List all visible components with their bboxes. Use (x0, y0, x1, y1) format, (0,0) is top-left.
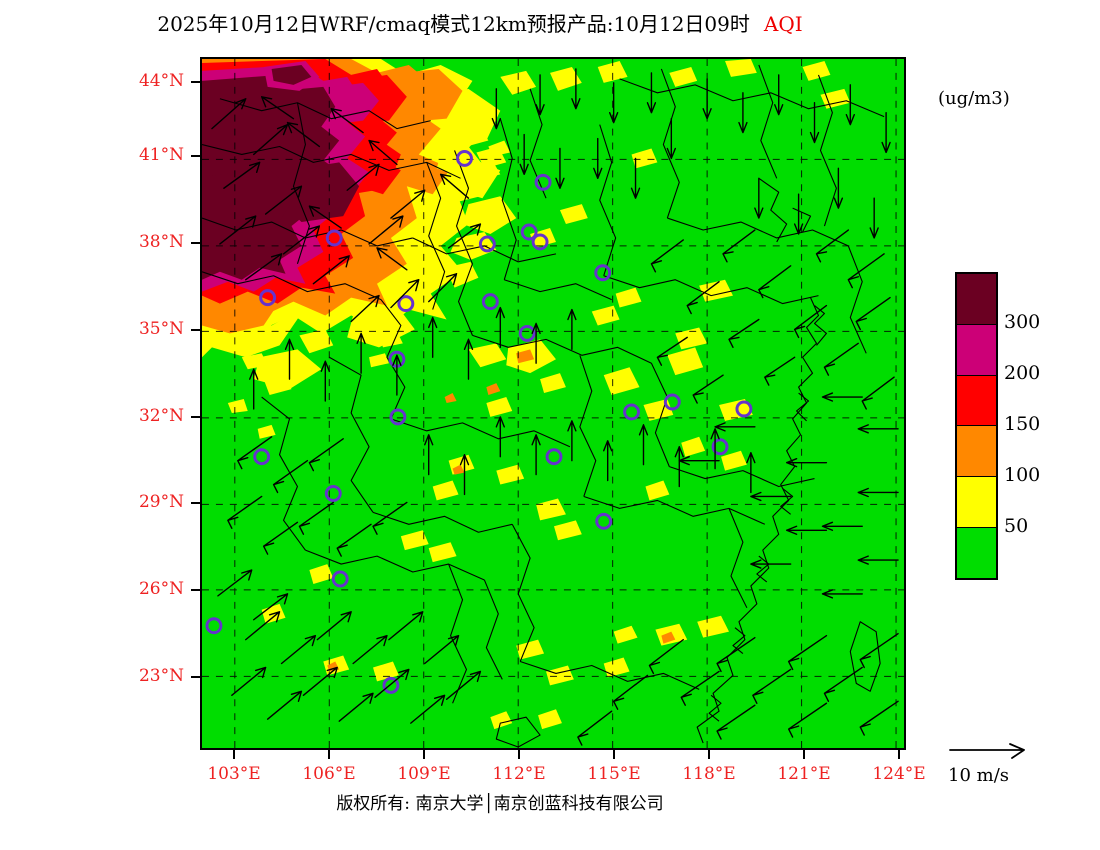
colorbar-band-good (957, 527, 996, 578)
x-axis-label-4: 115°E (587, 764, 641, 784)
title-text: 2025年10月12日WRF/cmaq模式12km预报产品:10月12日09时 (157, 12, 750, 36)
x-axis-label-1: 106°E (302, 764, 356, 784)
colorbar-tick-150: 150 (1004, 413, 1041, 435)
colorbar-band-moderate-high (957, 425, 996, 477)
y-axis-label-5: 29°N (138, 492, 184, 512)
y-tick-29 (191, 502, 200, 504)
x-axis-label-3: 112°E (492, 764, 546, 784)
x-axis-label-2: 109°E (397, 764, 451, 784)
y-tick-26 (191, 589, 200, 591)
y-axis-label-6: 26°N (138, 579, 184, 599)
colorbar-band-poor (957, 374, 996, 426)
x-tick-109 (423, 750, 425, 759)
y-tick-44 (191, 81, 200, 83)
map-plot-area[interactable] (200, 57, 906, 750)
wind-arrow-icon (949, 743, 1025, 759)
y-axis-label-1: 41°N (138, 145, 184, 165)
x-tick-118 (708, 750, 710, 759)
x-tick-121 (803, 750, 805, 759)
colorbar-tick-300: 300 (1004, 311, 1041, 333)
x-axis-label-6: 121°E (777, 764, 831, 784)
x-axis-label-0: 103°E (207, 764, 261, 784)
colorbar-tick-100: 100 (1004, 464, 1041, 486)
x-tick-115 (613, 750, 615, 759)
y-axis-label-4: 32°N (138, 406, 184, 426)
wind-scale-label: 10 m/s (948, 765, 1009, 786)
y-axis-label-0: 44°N (138, 71, 184, 91)
y-axis-label-7: 23°N (138, 666, 184, 686)
y-tick-32 (191, 416, 200, 418)
colorbar-unit-label: (ug/m3) (938, 88, 1010, 109)
y-tick-23 (191, 676, 200, 678)
x-axis-label-7: 124°E (872, 764, 926, 784)
aqi-heatmap-canvas (202, 59, 904, 748)
colorbar-tick-50: 50 (1004, 515, 1029, 537)
page-title: 2025年10月12日WRF/cmaq模式12km预报产品:10月12日09时 A… (0, 8, 960, 37)
x-tick-124 (898, 750, 900, 759)
y-tick-35 (191, 329, 200, 331)
colorbar-band-moderate (957, 476, 996, 528)
colorbar[interactable] (955, 272, 998, 580)
x-tick-112 (518, 750, 520, 759)
y-axis-label-2: 38°N (138, 232, 184, 252)
colorbar-band-unhealthy (957, 323, 996, 375)
y-axis-label-3: 35°N (138, 319, 184, 339)
x-tick-103 (233, 750, 235, 759)
y-tick-41 (191, 155, 200, 157)
wind-scale-reference: 10 m/s (948, 742, 1088, 786)
copyright-footer: 版权所有: 南京大学│南京创蓝科技有限公司 (336, 794, 664, 814)
colorbar-tick-200: 200 (1004, 362, 1041, 384)
title-variable: AQI (763, 12, 803, 36)
x-axis-label-5: 118°E (682, 764, 736, 784)
y-tick-38 (191, 242, 200, 244)
x-tick-106 (328, 750, 330, 759)
colorbar-band-very-unhealthy (957, 274, 996, 324)
